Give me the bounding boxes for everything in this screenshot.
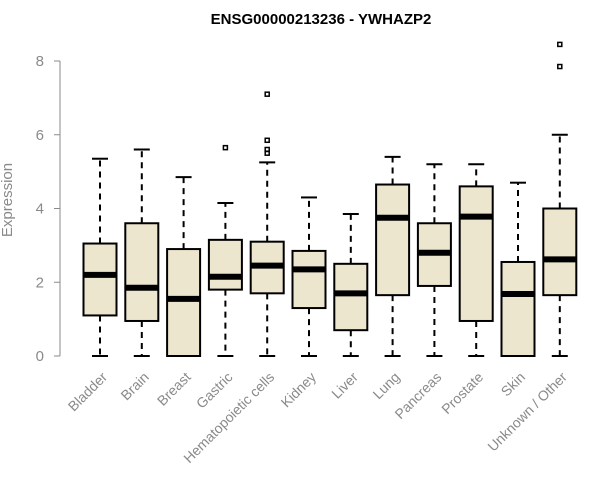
y-tick-label: 0 bbox=[36, 348, 44, 365]
chart-title: ENSG00000213236 - YWHAZP2 bbox=[211, 11, 432, 28]
outlier-point bbox=[264, 91, 270, 97]
x-tick-label: Liver bbox=[328, 369, 361, 402]
iqr-box bbox=[124, 222, 160, 322]
box-lung bbox=[375, 155, 411, 357]
y-axis-label: Expression bbox=[0, 163, 16, 237]
x-tick-label: Brain bbox=[117, 369, 151, 403]
x-tick-label: Lung bbox=[369, 369, 402, 402]
x-tick-label: Breast bbox=[154, 369, 194, 409]
box-skin bbox=[500, 181, 536, 357]
y-tick-label: 6 bbox=[36, 127, 44, 144]
box-bladder bbox=[82, 157, 118, 357]
box-hematopoietic-cells bbox=[249, 91, 285, 357]
box-prostate bbox=[458, 163, 494, 357]
box-liver bbox=[333, 213, 369, 357]
y-tick-label: 2 bbox=[36, 274, 44, 291]
iqr-box bbox=[82, 242, 118, 317]
box-pancreas bbox=[416, 163, 452, 357]
box-brain bbox=[124, 148, 160, 357]
outlier-point bbox=[222, 144, 229, 151]
x-tick-label: Kidney bbox=[278, 369, 320, 411]
x-tick-label: Skin bbox=[498, 369, 529, 400]
outlier-point bbox=[557, 41, 563, 48]
box-breast bbox=[166, 176, 202, 357]
iqr-box bbox=[207, 238, 243, 291]
outlier-point bbox=[557, 63, 563, 70]
iqr-box bbox=[291, 249, 327, 310]
iqr-box bbox=[166, 248, 202, 357]
y-tick-label: 8 bbox=[36, 53, 44, 70]
iqr-box bbox=[333, 262, 369, 332]
x-tick-label: Unknown / Other bbox=[484, 369, 570, 455]
y-axis: 0 2 4 6 8 bbox=[36, 53, 61, 365]
iqr-box bbox=[500, 260, 536, 357]
box-unknown-other bbox=[542, 41, 578, 357]
box-gastric bbox=[207, 144, 243, 357]
iqr-box bbox=[542, 207, 578, 297]
box-kidney bbox=[291, 196, 327, 357]
boxes-group bbox=[82, 41, 578, 357]
outlier-point bbox=[264, 146, 270, 153]
outlier-point bbox=[264, 137, 270, 144]
y-tick-label: 4 bbox=[36, 201, 44, 218]
iqr-box bbox=[375, 183, 411, 297]
x-tick-label: Prostate bbox=[438, 369, 486, 417]
x-tick-label: Bladder bbox=[65, 369, 111, 415]
iqr-box bbox=[458, 185, 494, 322]
